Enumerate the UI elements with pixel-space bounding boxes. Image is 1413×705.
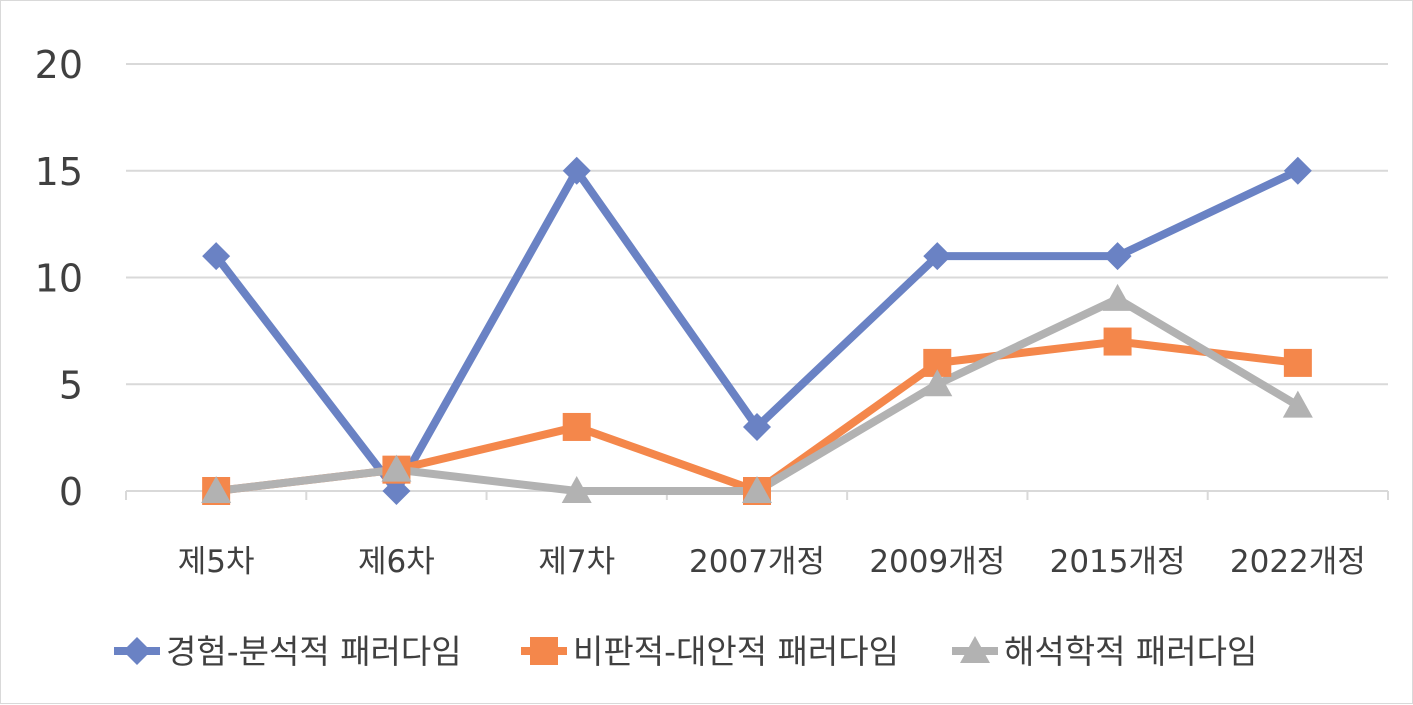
series-markers [201,156,1313,505]
y-tick-label: 0 [59,470,83,514]
gridlines [126,63,1388,386]
data-point-series-1 [923,242,952,271]
data-point-series-1 [743,412,771,441]
data-point-series-2 [562,412,591,441]
x-tick-label: 제5차 [178,544,255,580]
legend-label-2: 비판적-대안적 패러다임 [573,632,899,671]
series-lines [212,166,1302,495]
data-point-series-2 [1283,348,1312,377]
data-point-series-1 [382,477,411,505]
legend-marker-1 [123,637,151,665]
y-tick-label: 20 [35,43,83,87]
data-point-series-1 [1103,242,1132,271]
data-point-series-3 [922,369,953,397]
data-point-series-3 [1282,390,1313,418]
y-tick-label: 10 [35,257,83,301]
x-axis-tick-labels: 제5차 제6차 제7차 2007개정 2009개정 2015개정 2022개정 [178,544,1366,580]
y-tick-label: 15 [35,150,83,194]
data-point-series-1 [562,156,591,185]
y-tick-label: 5 [59,363,83,407]
x-tick-label: 2015개정 [1050,544,1186,580]
x-tick-label: 2007개정 [689,544,825,580]
data-point-series-3 [1102,283,1133,311]
data-point-series-1 [1283,156,1312,185]
x-tick-label: 2022개정 [1230,544,1366,580]
legend-marker-2 [530,637,558,665]
legend: 경험-분석적 패러다임 비판적-대안적 패러다임 해석학적 패러다임 [114,632,1257,671]
data-point-series-2 [1103,327,1132,356]
x-tick-label: 2009개정 [869,544,1005,580]
series-line-1 [212,166,1302,495]
legend-marker-3 [960,636,990,663]
legend-label-1: 경험-분석적 패러다임 [166,632,462,671]
y-axis-tick-labels: 0 5 10 15 20 [35,43,83,514]
data-point-series-1 [202,242,231,271]
x-tick-label: 제7차 [538,544,615,580]
data-point-series-3 [742,476,772,503]
legend-label-3: 해석학적 패러다임 [1004,632,1257,671]
data-point-series-3 [381,454,412,482]
data-point-series-3 [561,476,592,503]
x-tick-label: 제6차 [358,544,435,580]
data-point-series-3 [201,476,232,503]
